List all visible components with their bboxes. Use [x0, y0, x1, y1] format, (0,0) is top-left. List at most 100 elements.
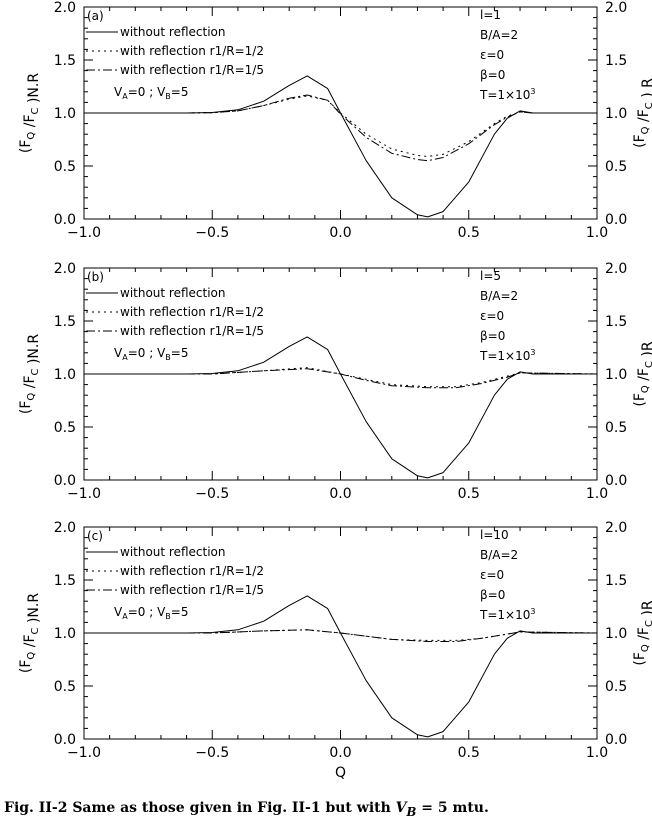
y-axis-label-right: (FQ /FC )R	[632, 341, 652, 407]
y-tick-label-right: 1.0	[605, 367, 627, 383]
x-tick-label: 1.0	[586, 745, 608, 761]
y-tick-label-left: 2.0	[54, 0, 76, 16]
series-line-3	[84, 629, 598, 642]
series-line-3	[84, 94, 597, 162]
param-temperature: T=1×103	[479, 607, 535, 622]
x-tick-label: 1.0	[586, 486, 608, 502]
caption-suffix: = 5 mtu.	[416, 800, 489, 816]
y-axis-label-right: (FQ /FC )R	[632, 600, 652, 666]
x-tick-label: −1.0	[67, 745, 101, 761]
series-line-2	[84, 367, 598, 388]
x-tick-label: −0.5	[195, 745, 229, 761]
x-tick-label: −1.0	[67, 486, 101, 502]
figure-caption: Fig. II-2 Same as those given in Fig. II…	[4, 800, 489, 819]
series-line-2	[84, 95, 597, 157]
y-tick-label-right: 1.5	[605, 573, 627, 589]
x-tick-label: 0.5	[458, 745, 480, 761]
param-3: ε=0	[480, 309, 504, 323]
y-tick-label-left: 1.5	[54, 53, 76, 69]
panel-label: (c)	[87, 529, 103, 543]
param-1: l=1	[480, 8, 501, 22]
chart-panel-2: −1.0 −0.5 0.0 0.5 1.00.0 0.00.5 0.51.0 1.01.5 1.…	[18, 261, 652, 502]
panel-label: (a)	[87, 9, 104, 23]
panel-label: (b)	[87, 270, 104, 284]
y-axis-label-left: (FQ /FC )N.R	[18, 73, 42, 153]
y-tick-label-right: 1.5	[605, 53, 627, 69]
legend-label-2: with reflection r1/R=1/2	[120, 305, 264, 319]
y-tick-label-left: 1.0	[54, 626, 76, 642]
legend-label-3: with reflection r1/R=1/5	[120, 324, 264, 338]
y-tick-label-right: 0.5	[605, 159, 627, 175]
legend-velocities: VA=0 ; VB=5	[114, 346, 189, 362]
param-temperature: T=1×103	[479, 87, 535, 102]
x-tick-label: 1.0	[586, 225, 608, 241]
caption-prefix: Fig. II-2 Same as those given in Fig. II…	[4, 800, 396, 816]
series-line-3	[84, 368, 598, 389]
x-tick-label: 0.5	[458, 486, 480, 502]
param-temperature: T=1×103	[479, 348, 535, 363]
param-3: ε=0	[480, 48, 504, 62]
series-line-1	[84, 75, 597, 218]
y-axis-label-left: (FQ /FC )N.R	[18, 334, 42, 414]
caption-var: V	[395, 800, 407, 816]
legend-label-2: with reflection r1/R=1/2	[120, 564, 264, 578]
param-2: B/A=2	[480, 548, 518, 562]
param-1: l=10	[480, 528, 509, 542]
x-axis-label: Q	[335, 765, 346, 781]
legend-velocities: VA=0 ; VB=5	[114, 605, 189, 621]
y-tick-label-left: 2.0	[54, 261, 76, 277]
chart-panel-3: −1.0 −0.5 0.0 0.5 1.00.0 0.00.5 0.51.0 1.01.5 1.…	[18, 520, 652, 781]
y-tick-label-left: 0.0	[54, 732, 76, 748]
param-2: B/A=2	[480, 289, 518, 303]
y-tick-label-left: 0.0	[54, 473, 76, 489]
y-tick-label-right: 1.0	[605, 106, 627, 122]
y-axis-label-left: (FQ /FC )N.R	[18, 593, 42, 673]
param-3: ε=0	[480, 568, 504, 582]
y-tick-label-left: 0.5	[54, 159, 76, 175]
series-line-1	[84, 336, 597, 479]
x-tick-label: 0.0	[329, 745, 351, 761]
param-1: l=5	[480, 269, 501, 283]
figure: −1.0 −0.5 0.0 0.5 1.00.0 0.00.5 0.51.0 1.01.5 1.…	[18, 0, 652, 781]
y-tick-label-right: 2.0	[605, 0, 627, 16]
caption-var-sub: B	[406, 804, 417, 819]
y-tick-label-right: 1.0	[605, 626, 627, 642]
x-tick-label: −0.5	[195, 225, 229, 241]
y-tick-label-right: 1.5	[605, 314, 627, 330]
y-tick-label-left: 2.0	[54, 520, 76, 536]
caption-variable: VB	[395, 800, 417, 819]
y-tick-label-left: 1.0	[54, 367, 76, 383]
x-tick-label: −1.0	[67, 225, 101, 241]
legend-label-3: with reflection r1/R=1/5	[120, 63, 264, 77]
x-tick-label: −0.5	[195, 486, 229, 502]
param-2: B/A=2	[480, 28, 518, 42]
chart-panel-1: −1.0 −0.5 0.0 0.5 1.00.0 0.00.5 0.51.0 1.01.5 1.…	[18, 0, 652, 241]
y-tick-label-left: 0.5	[54, 420, 76, 436]
param-4: β=0	[480, 588, 505, 602]
legend-label-1: without reflection	[120, 25, 226, 39]
y-tick-label-left: 0.0	[54, 212, 76, 228]
legend-label-3: with reflection r1/R=1/5	[120, 583, 264, 597]
y-tick-label-right: 0.5	[605, 420, 627, 436]
legend-velocities: VA=0 ; VB=5	[114, 85, 189, 101]
y-tick-label-right: 0.0	[605, 473, 627, 489]
y-tick-label-right: 0.5	[605, 679, 627, 695]
legend-label-1: without reflection	[120, 286, 226, 300]
y-tick-label-left: 1.0	[54, 106, 76, 122]
param-4: β=0	[480, 329, 505, 343]
series-line-1	[84, 595, 597, 738]
y-tick-label-right: 2.0	[605, 261, 627, 277]
legend-label-1: without reflection	[120, 545, 226, 559]
y-tick-label-left: 0.5	[54, 679, 76, 695]
x-tick-label: 0.0	[329, 486, 351, 502]
y-tick-label-right: 2.0	[605, 520, 627, 536]
y-tick-label-left: 1.5	[54, 314, 76, 330]
x-tick-label: 0.0	[329, 225, 351, 241]
y-tick-label-left: 1.5	[54, 573, 76, 589]
y-tick-label-right: 0.0	[605, 732, 627, 748]
param-4: β=0	[480, 68, 505, 82]
y-axis-label-right: (FQ /FC ) R	[632, 78, 652, 148]
y-tick-label-right: 0.0	[605, 212, 627, 228]
legend-label-2: with reflection r1/R=1/2	[120, 44, 264, 58]
x-tick-label: 0.5	[458, 225, 480, 241]
